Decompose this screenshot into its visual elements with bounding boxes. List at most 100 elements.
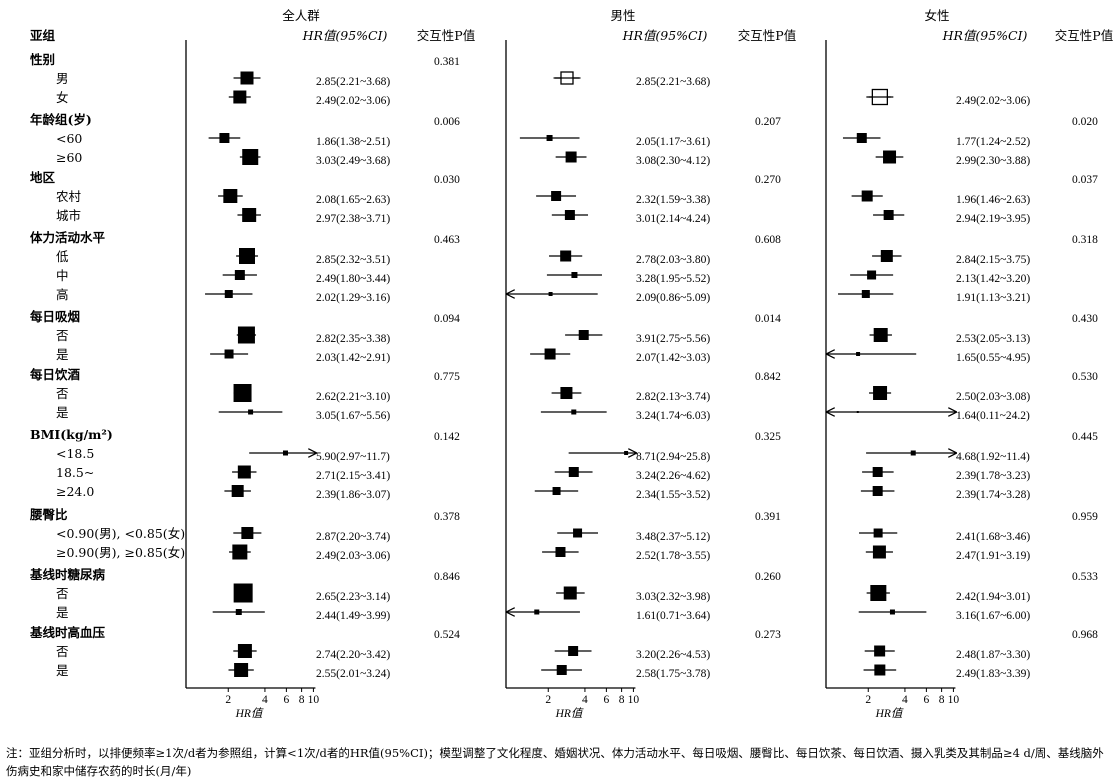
hr-marker [571, 409, 577, 415]
hr-text: 3.48(2.37~5.12) [636, 531, 710, 543]
hr-marker [556, 665, 567, 675]
hr-marker [861, 190, 873, 202]
hr-text: 3.20(2.26~4.53) [636, 649, 710, 661]
hr-marker [548, 292, 553, 296]
hr-text: 2.13(1.42~3.20) [956, 273, 1030, 285]
row-label: 男 [56, 71, 69, 86]
hr-text: 2.62(2.21~3.10) [316, 391, 390, 403]
hr-marker [560, 250, 572, 262]
interaction-p-value: 0.524 [434, 629, 460, 641]
group-label: 每日饮酒 [30, 367, 81, 382]
hr-text: 2.78(2.03~3.80) [636, 254, 710, 266]
hr-text: 2.44(1.49~3.99) [316, 610, 390, 622]
row-label: 是 [56, 605, 69, 620]
hr-marker [872, 545, 886, 559]
panel-1: 男性 HR值(95%CI) 交互性P值 2 4 6 8 10 HR值 [505, 8, 796, 720]
hr-text: 2.65(2.23~3.14) [316, 591, 390, 603]
hr-text: 2.85(2.32~3.51) [316, 254, 390, 266]
row-label: ≥60 [56, 150, 82, 165]
group-label: 体力活动水平 [30, 230, 106, 245]
hr-marker [282, 450, 288, 456]
hr-marker [880, 250, 893, 262]
x-tick-label: 8 [939, 694, 945, 706]
row-label: ≥0.90(男), ≥0.85(女) [56, 545, 185, 560]
hr-marker [565, 151, 577, 163]
hr-text: 2.71(2.15~3.41) [316, 470, 390, 482]
hr-text: 2.53(2.05~3.13) [956, 333, 1030, 345]
hr-marker [552, 487, 561, 495]
hr-marker [234, 663, 249, 677]
hr-marker [573, 528, 583, 538]
x-tick-label: 8 [619, 694, 625, 706]
hr-marker [224, 290, 233, 298]
interaction-p-value: 0.391 [755, 511, 781, 523]
panel-0: 全人群 HR值(95%CI) 交互性P值 2 4 6 8 10 HR值 [185, 8, 475, 720]
subgroup-header: 亚组 [30, 28, 56, 43]
hr-text: 3.05(1.67~5.56) [316, 410, 390, 422]
interaction-p-value: 0.037 [1072, 174, 1098, 186]
hr-text: 2.09(0.86~5.09) [636, 292, 710, 304]
x-tick-label: 2 [865, 694, 871, 706]
subgroup-labels: 性别男女年龄组(岁)<60≥60地区农村城市体力活动水平低中高每日吸烟否是每日饮… [29, 52, 185, 678]
hr-marker [237, 326, 255, 344]
hr-text: 2.49(1.83~3.39) [956, 668, 1030, 680]
hr-marker [856, 352, 861, 356]
panel-title: 全人群 [282, 8, 320, 23]
hr-text: 1.77(1.24~2.52) [956, 136, 1030, 148]
panel-title: 男性 [610, 8, 635, 23]
hr-marker [571, 272, 578, 278]
hr-text: 2.85(2.21~3.68) [316, 76, 390, 88]
group-label: BMI(kg/m²) [30, 427, 113, 442]
hr-marker [861, 290, 870, 298]
hr-text: 2.39(1.78~3.23) [956, 470, 1030, 482]
x-tick-label: 4 [582, 694, 588, 706]
row-label: ≥24.0 [56, 484, 94, 499]
interaction-p-value: 0.775 [434, 371, 460, 383]
row-label: <18.5 [56, 446, 94, 461]
x-tick-label: 10 [948, 694, 960, 706]
x-tick-label: 6 [924, 694, 930, 706]
x-axis-label: HR值 [235, 707, 264, 720]
interaction-p-value: 0.014 [755, 313, 781, 325]
interaction-p-value: 0.270 [755, 174, 781, 186]
hr-text: 1.64(0.11~24.2) [956, 410, 1030, 422]
x-axis-label: HR值 [555, 707, 584, 720]
hr-marker [544, 348, 556, 360]
interaction-p-value: 0.842 [755, 371, 781, 383]
hr-marker [856, 133, 867, 143]
hr-text: 2.39(1.86~3.07) [316, 489, 390, 501]
hr-text: 2.49(2.03~3.06) [316, 550, 390, 562]
x-tick-label: 4 [902, 694, 908, 706]
interaction-p-value: 0.318 [1072, 234, 1098, 246]
row-label: 是 [56, 347, 69, 362]
hr-text: 3.91(2.75~5.56) [636, 333, 710, 345]
hr-marker [233, 90, 247, 104]
hr-text: 2.07(1.42~3.03) [636, 352, 710, 364]
hr-text: 2.84(2.15~3.75) [956, 254, 1030, 266]
hr-text: 2.42(1.94~3.01) [956, 591, 1030, 603]
hr-marker [242, 149, 259, 165]
hr-marker [241, 527, 254, 539]
row-label: 城市 [56, 208, 81, 223]
row-label: 是 [56, 405, 69, 420]
hr-marker [546, 135, 553, 141]
hr-column-header: HR值(95%CI) [302, 28, 388, 43]
hr-marker [883, 150, 897, 164]
hr-text: 2.08(1.65~2.63) [316, 194, 390, 206]
hr-marker [564, 210, 575, 220]
hr-marker [568, 646, 579, 656]
x-tick-label: 10 [628, 694, 640, 706]
hr-marker [237, 644, 252, 658]
hr-text: 2.05(1.17~3.61) [636, 136, 710, 148]
row-label: 低 [56, 249, 69, 264]
hr-text: 2.74(2.20~3.42) [316, 649, 390, 661]
hr-text: 2.97(2.38~3.71) [316, 213, 390, 225]
interaction-p-value: 0.030 [434, 174, 460, 186]
row-label: 18.5~ [56, 465, 94, 480]
hr-text: 3.16(1.67~6.00) [956, 610, 1030, 622]
x-tick-label: 2 [545, 694, 551, 706]
hr-text: 3.01(2.14~4.24) [636, 213, 710, 225]
hr-marker [560, 387, 573, 399]
hr-marker [872, 467, 883, 477]
hr-marker [889, 609, 895, 615]
